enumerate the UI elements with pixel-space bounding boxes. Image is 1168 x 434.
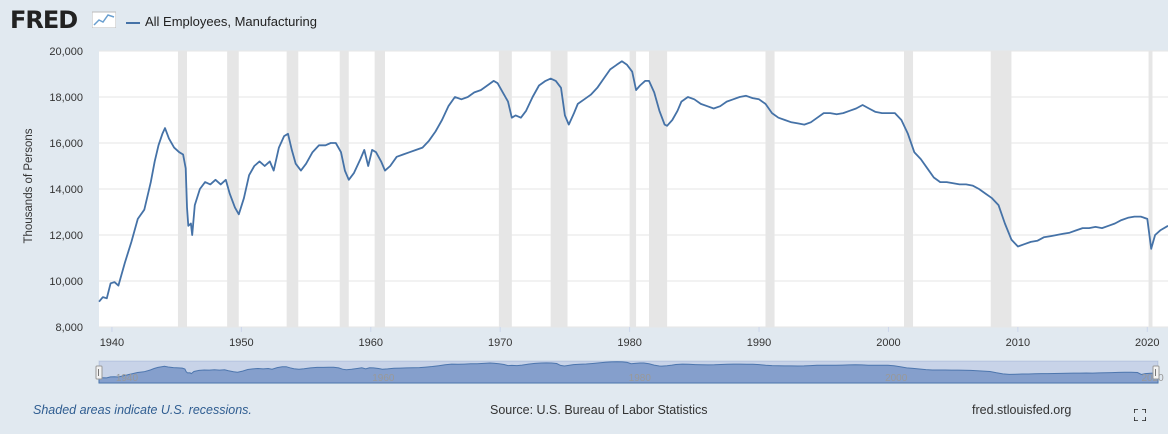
x-tick-label: 2020: [1135, 337, 1159, 349]
navigator-tick-label: 2000: [885, 373, 908, 384]
chart-logo-icon: [92, 11, 116, 28]
x-tick-label: 1950: [229, 337, 253, 349]
y-tick-label: 8,000: [55, 322, 83, 334]
navigator-selection: [99, 361, 1158, 383]
source-text: Source: U.S. Bureau of Labor Statistics: [490, 403, 708, 417]
y-tick-label: 10,000: [49, 276, 83, 288]
navigator-tick-label: 1940: [116, 373, 139, 384]
legend-item[interactable]: All Employees, Manufacturing: [126, 14, 317, 29]
x-tick-label: 2000: [876, 337, 900, 349]
navigator-tick-label: 1960: [372, 373, 395, 384]
x-tick-label: 2010: [1006, 337, 1030, 349]
site-link[interactable]: fred.stlouisfed.org: [972, 403, 1072, 417]
y-tick-label: 18,000: [49, 92, 83, 104]
y-tick-label: 14,000: [49, 184, 83, 196]
y-tick-label: 12,000: [49, 230, 83, 242]
x-tick-label: 1990: [747, 337, 771, 349]
x-tick-label: 1960: [359, 337, 383, 349]
range-navigator[interactable]: 19401960198020002020: [95, 360, 1164, 384]
x-tick-label: 1970: [488, 337, 512, 349]
navigator-series: [98, 361, 1159, 384]
x-tick-label: 1980: [617, 337, 641, 349]
y-tick-label: 16,000: [49, 138, 83, 150]
series-line: [98, 60, 1168, 303]
legend-swatch: [126, 21, 140, 24]
legend-label: All Employees, Manufacturing: [145, 14, 317, 29]
recession-note[interactable]: Shaded areas indicate U.S. recessions.: [33, 403, 252, 417]
y-tick-label: 20,000: [49, 46, 83, 58]
navigator-tick-label: 1980: [629, 373, 652, 384]
fred-logo[interactable]: FRED: [10, 6, 78, 34]
plot-area: 8,000 10,000 12,000 14,000 16,000 18,000 20,00…: [49, 46, 1168, 349]
fullscreen-icon[interactable]: [1134, 409, 1146, 421]
x-tick-label: 1940: [100, 337, 124, 349]
